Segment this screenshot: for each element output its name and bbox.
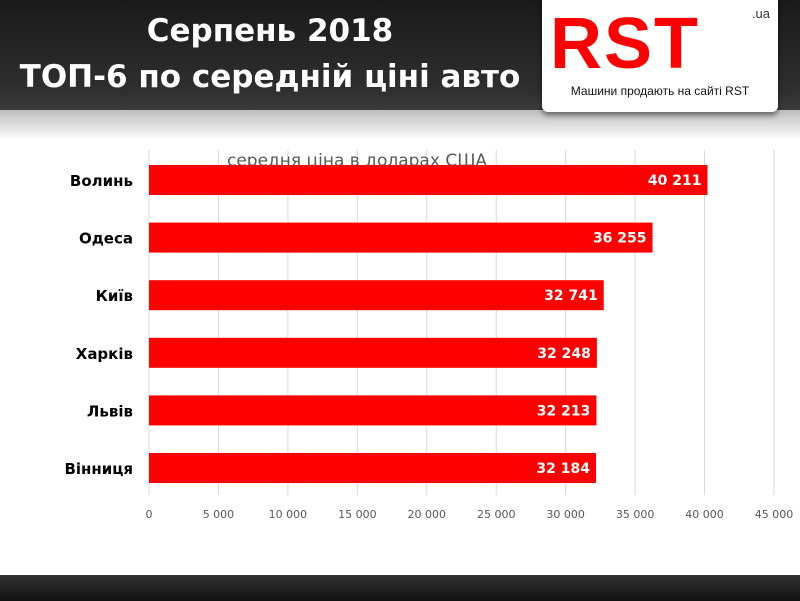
x-tick-label: 20 000 — [408, 508, 447, 521]
title-line-2: ТОП-6 по середній ціні авто — [19, 59, 521, 95]
category-label: Одеса — [79, 230, 133, 248]
x-tick-label: 35 000 — [616, 508, 655, 521]
rst-logo: RST .ua Машини продають на сайті RST — [542, 0, 778, 112]
data-label: 32 248 — [537, 346, 591, 362]
bar — [149, 453, 596, 483]
x-tick-label: 45 000 — [755, 508, 794, 521]
category-label: Київ — [96, 287, 133, 305]
bar — [149, 395, 597, 426]
data-label: 40 211 — [648, 173, 702, 189]
logo-tagline: Машини продають на сайті RST — [570, 84, 750, 98]
x-tick-label: 10 000 — [269, 508, 308, 521]
bar — [149, 337, 597, 368]
logo-text: RST — [550, 4, 700, 84]
bar — [149, 280, 604, 311]
page-title: Серпень 2018 ТОП-6 по середній ціні авто — [0, 8, 540, 100]
bar — [149, 222, 653, 253]
footer-band — [0, 575, 800, 601]
x-tick-label: 40 000 — [685, 508, 724, 521]
data-label: 36 255 — [593, 231, 647, 247]
x-tick-label: 25 000 — [477, 508, 516, 521]
data-label: 32 741 — [544, 288, 598, 304]
category-label: Волинь — [70, 172, 133, 190]
x-tick-label: 5 000 — [203, 508, 235, 521]
data-label: 32 213 — [537, 403, 591, 419]
logo-domain: .ua — [751, 6, 770, 21]
data-label: 32 184 — [536, 461, 590, 477]
bar — [149, 165, 708, 195]
header-shadow — [0, 110, 800, 140]
category-label: Вінниця — [64, 460, 133, 478]
category-label: Львів — [87, 402, 133, 420]
category-label: Харків — [76, 345, 133, 363]
x-tick-label: 15 000 — [338, 508, 377, 521]
x-tick-label: 0 — [146, 508, 153, 521]
title-line-1: Серпень 2018 — [146, 13, 394, 49]
x-tick-label: 30 000 — [546, 508, 585, 521]
